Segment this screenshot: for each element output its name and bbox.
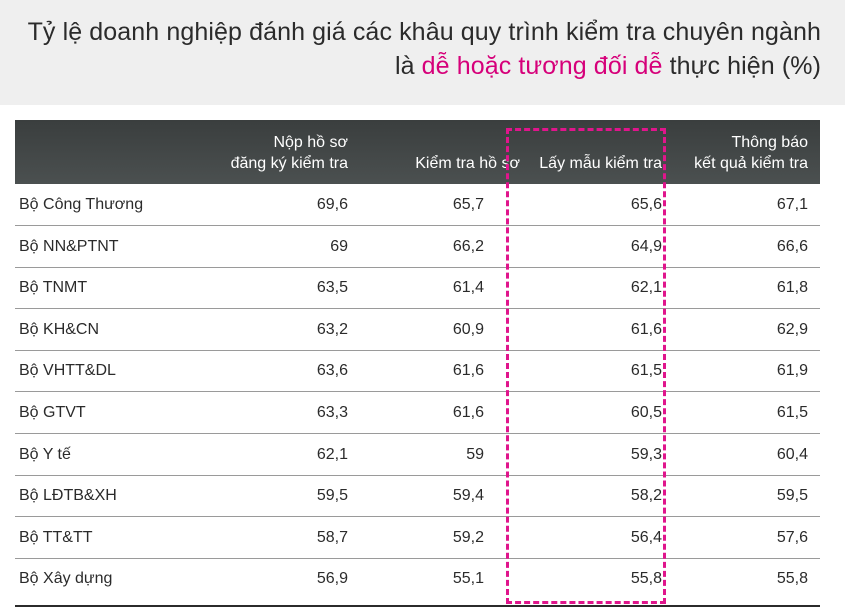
title-suffix: thực hiện (%): [662, 52, 821, 80]
column-header-result: Thông báo kết quả kiểm tra: [694, 132, 808, 196]
table-cell: 62,9: [776, 320, 808, 338]
table-row: Bộ LĐTB&XH 59,5 59,4 58,2 59,5: [15, 475, 820, 518]
table-cell: 57,6: [776, 528, 808, 546]
table-cell: 62,1: [316, 445, 348, 463]
row-label: Bộ Công Thương: [19, 196, 144, 213]
table-cell: 61,5: [776, 404, 808, 421]
table-row: Bộ Công Thương 69,6 65,7 65,6 67,1: [15, 184, 820, 226]
row-label: Bộ VHTT&DL: [19, 362, 116, 380]
table-cell: 63,5: [316, 279, 348, 297]
row-label: Bộ Xây dựng: [19, 570, 113, 588]
table-row: Bộ NN&PTNT 69 66,2 64,9 66,6: [15, 226, 820, 268]
table-cell: 59: [466, 445, 484, 463]
chart-title-line-1: Tỷ lệ doanh nghiệp đánh giá các khâu quy…: [27, 18, 821, 46]
table-cell: 69: [330, 237, 348, 255]
column-header-submit-line1: Nộp hồ sơ: [273, 134, 348, 151]
row-label: Bộ LĐTB&XH: [19, 487, 117, 505]
table-cell: 55,1: [452, 570, 484, 588]
table-cell: 69,6: [316, 196, 348, 213]
table-panel: [0, 105, 845, 613]
table-cell: 60,5: [630, 404, 662, 421]
column-header-result-line2: kết quả kiểm tra: [694, 155, 808, 172]
table-cell: 64,9: [630, 237, 662, 255]
table-cell: 61,4: [452, 279, 484, 297]
column-header-sampling: Lấy mẫu kiểm tra: [539, 153, 662, 217]
table-cell: 62,1: [630, 279, 662, 297]
row-label: Bộ NN&PTNT: [19, 237, 119, 255]
table-cell: 58,7: [316, 528, 348, 546]
table-cell: 65,6: [630, 196, 662, 213]
table-cell: 61,8: [776, 279, 808, 297]
table-row: Bộ TNMT 63,5 61,4 62,1 61,8: [15, 267, 820, 310]
row-label: Bộ TT&TT: [19, 528, 93, 546]
table-cell: 56,9: [316, 570, 348, 588]
table-cell: 60,9: [452, 320, 484, 338]
table-cell: 56,4: [630, 528, 662, 546]
table-row: Bộ Xây dựng 56,9 55,1 55,8 55,8: [15, 558, 820, 599]
table-cell: 63,3: [316, 404, 348, 421]
column-header-result-line1: Thông báo: [731, 134, 808, 151]
column-header-submit: Nộp hồ sơ đăng ký kiểm tra: [231, 132, 348, 196]
table-cell: 58,2: [630, 487, 662, 505]
table-cell: 59,5: [776, 487, 808, 505]
table-cell: 60,4: [776, 445, 808, 463]
table-cell: 61,9: [776, 362, 808, 380]
table-cell: 66,2: [452, 237, 484, 255]
title-highlight: dễ hoặc tương đối dễ: [421, 52, 663, 80]
column-header-sampling-line1: Lấy mẫu kiểm tra: [539, 155, 662, 172]
table-cell: 59,3: [630, 445, 662, 463]
table-cell: 55,8: [630, 570, 662, 588]
row-label: Bộ TNMT: [19, 279, 88, 297]
table-cell: 63,6: [316, 362, 348, 380]
column-header-document-check-line1: Kiểm tra hồ sơ: [415, 155, 520, 172]
title-prefix: là: [394, 52, 422, 80]
row-label: Bộ GTVT: [19, 404, 86, 421]
table-cell: 61,6: [452, 404, 484, 421]
table-bottom-rule: [15, 605, 820, 607]
row-label: Bộ Y tế: [19, 445, 71, 463]
chart-title-line-2: là dễ hoặc tương đối dễ thực hiện (%): [395, 52, 821, 81]
table-cell: 55,8: [776, 570, 808, 588]
table-cell: 59,5: [316, 487, 348, 505]
table-cell: 65,7: [452, 196, 484, 213]
table-row: Bộ TT&TT 58,7 59,2 56,4 57,6: [15, 517, 820, 559]
table-row: Bộ Y tế 62,1 59 59,3 60,4: [15, 434, 820, 476]
table-cell: 66,6: [776, 237, 808, 255]
table-cell: 59,2: [452, 528, 484, 546]
table-cell: 63,2: [316, 320, 348, 338]
row-label: Bộ KH&CN: [19, 320, 100, 338]
table-cell: 61,5: [630, 362, 662, 380]
table-cell: 67,1: [776, 196, 808, 213]
table-row: Bộ KH&CN 63,2 60,9 61,6 62,9: [15, 309, 820, 351]
table-cell: 59,4: [452, 487, 484, 505]
column-header-submit-line2: đăng ký kiểm tra: [230, 155, 348, 172]
table-row: Bộ VHTT&DL 63,6 61,6 61,5 61,9: [15, 350, 820, 393]
table-header: Nộp hồ sơ đăng ký kiểm tra Kiểm tra hồ s…: [15, 120, 820, 184]
table-cell: 61,6: [630, 320, 662, 338]
table-cell: 61,6: [452, 362, 484, 380]
column-header-document-check: Kiểm tra hồ sơ: [415, 153, 520, 217]
table-row: Bộ GTVT 63,3 61,6 60,5 61,5: [15, 392, 820, 434]
title-block: Tỷ lệ doanh nghiệp đánh giá các khâu quy…: [0, 0, 845, 105]
